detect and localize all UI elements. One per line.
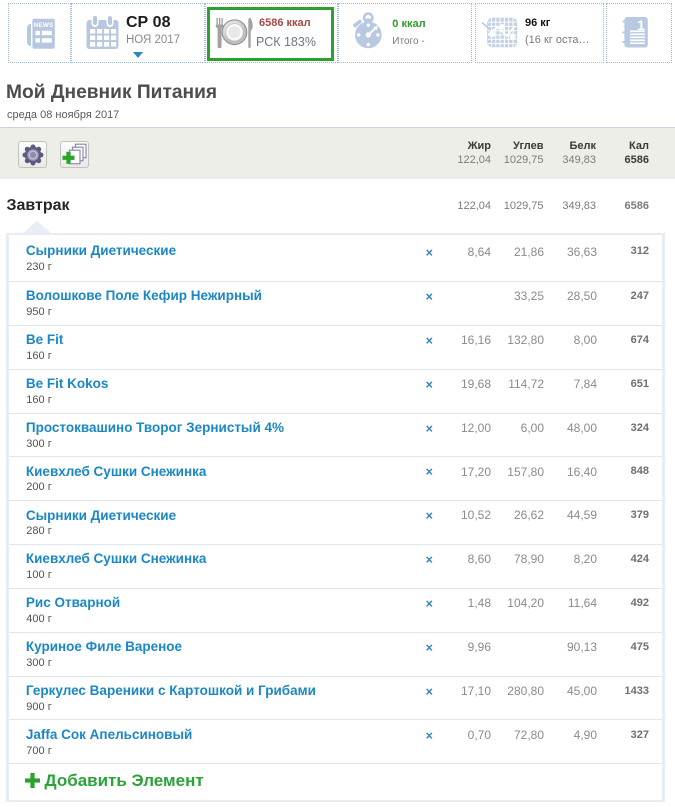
- svg-text:1: 1: [637, 17, 645, 33]
- svg-text:NEWS: NEWS: [34, 22, 54, 29]
